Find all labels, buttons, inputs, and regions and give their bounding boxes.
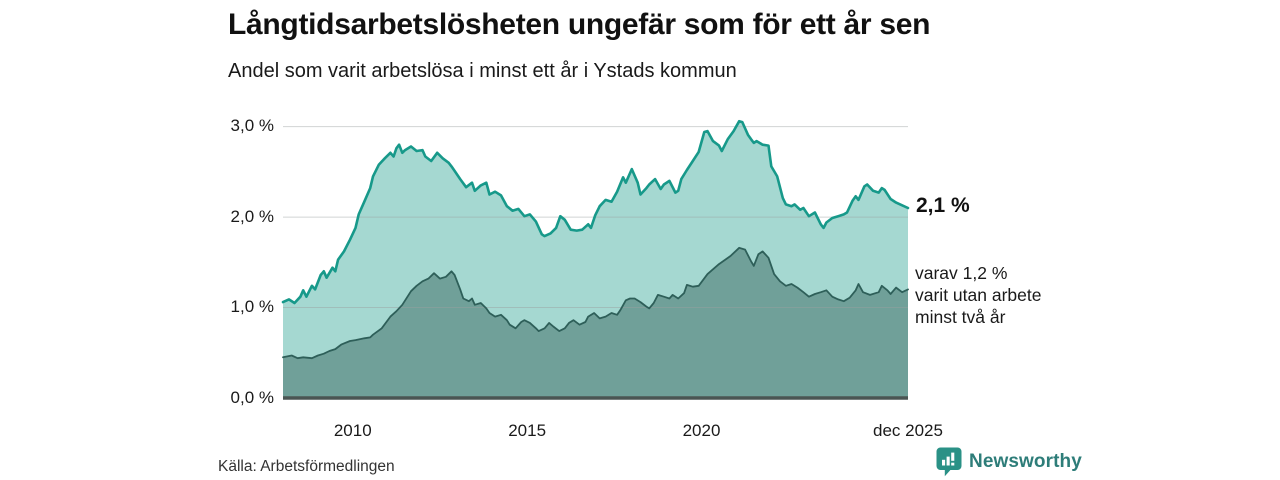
endpoint-label-line: varit utan arbete bbox=[915, 285, 1042, 305]
endpoint-label-line: varav 1,2 % bbox=[915, 263, 1008, 283]
exclamation-bar bbox=[951, 452, 955, 461]
endpoint-label-line: minst två år bbox=[915, 307, 1006, 327]
bar-short bbox=[942, 459, 946, 466]
endpoint-label-over-1yr: 2,1 % bbox=[916, 194, 970, 217]
chart-title: Långtidsarbetslösheten ungefär som för e… bbox=[228, 8, 931, 41]
newsworthy-bubble-barchart-icon bbox=[936, 447, 962, 477]
bar-tall bbox=[946, 456, 950, 466]
chart-subtitle: Andel som varit arbetslösa i minst ett å… bbox=[228, 60, 737, 82]
newsworthy-wordmark: Newsworthy bbox=[969, 451, 1082, 472]
endpoint-label-over-2yr: varav 1,2 % varit utan arbete minst två … bbox=[915, 262, 1041, 328]
source-note: Källa: Arbetsförmedlingen bbox=[218, 458, 395, 475]
exclamation-dot bbox=[951, 462, 955, 466]
newsworthy-logo: Newsworthy bbox=[936, 447, 1082, 477]
